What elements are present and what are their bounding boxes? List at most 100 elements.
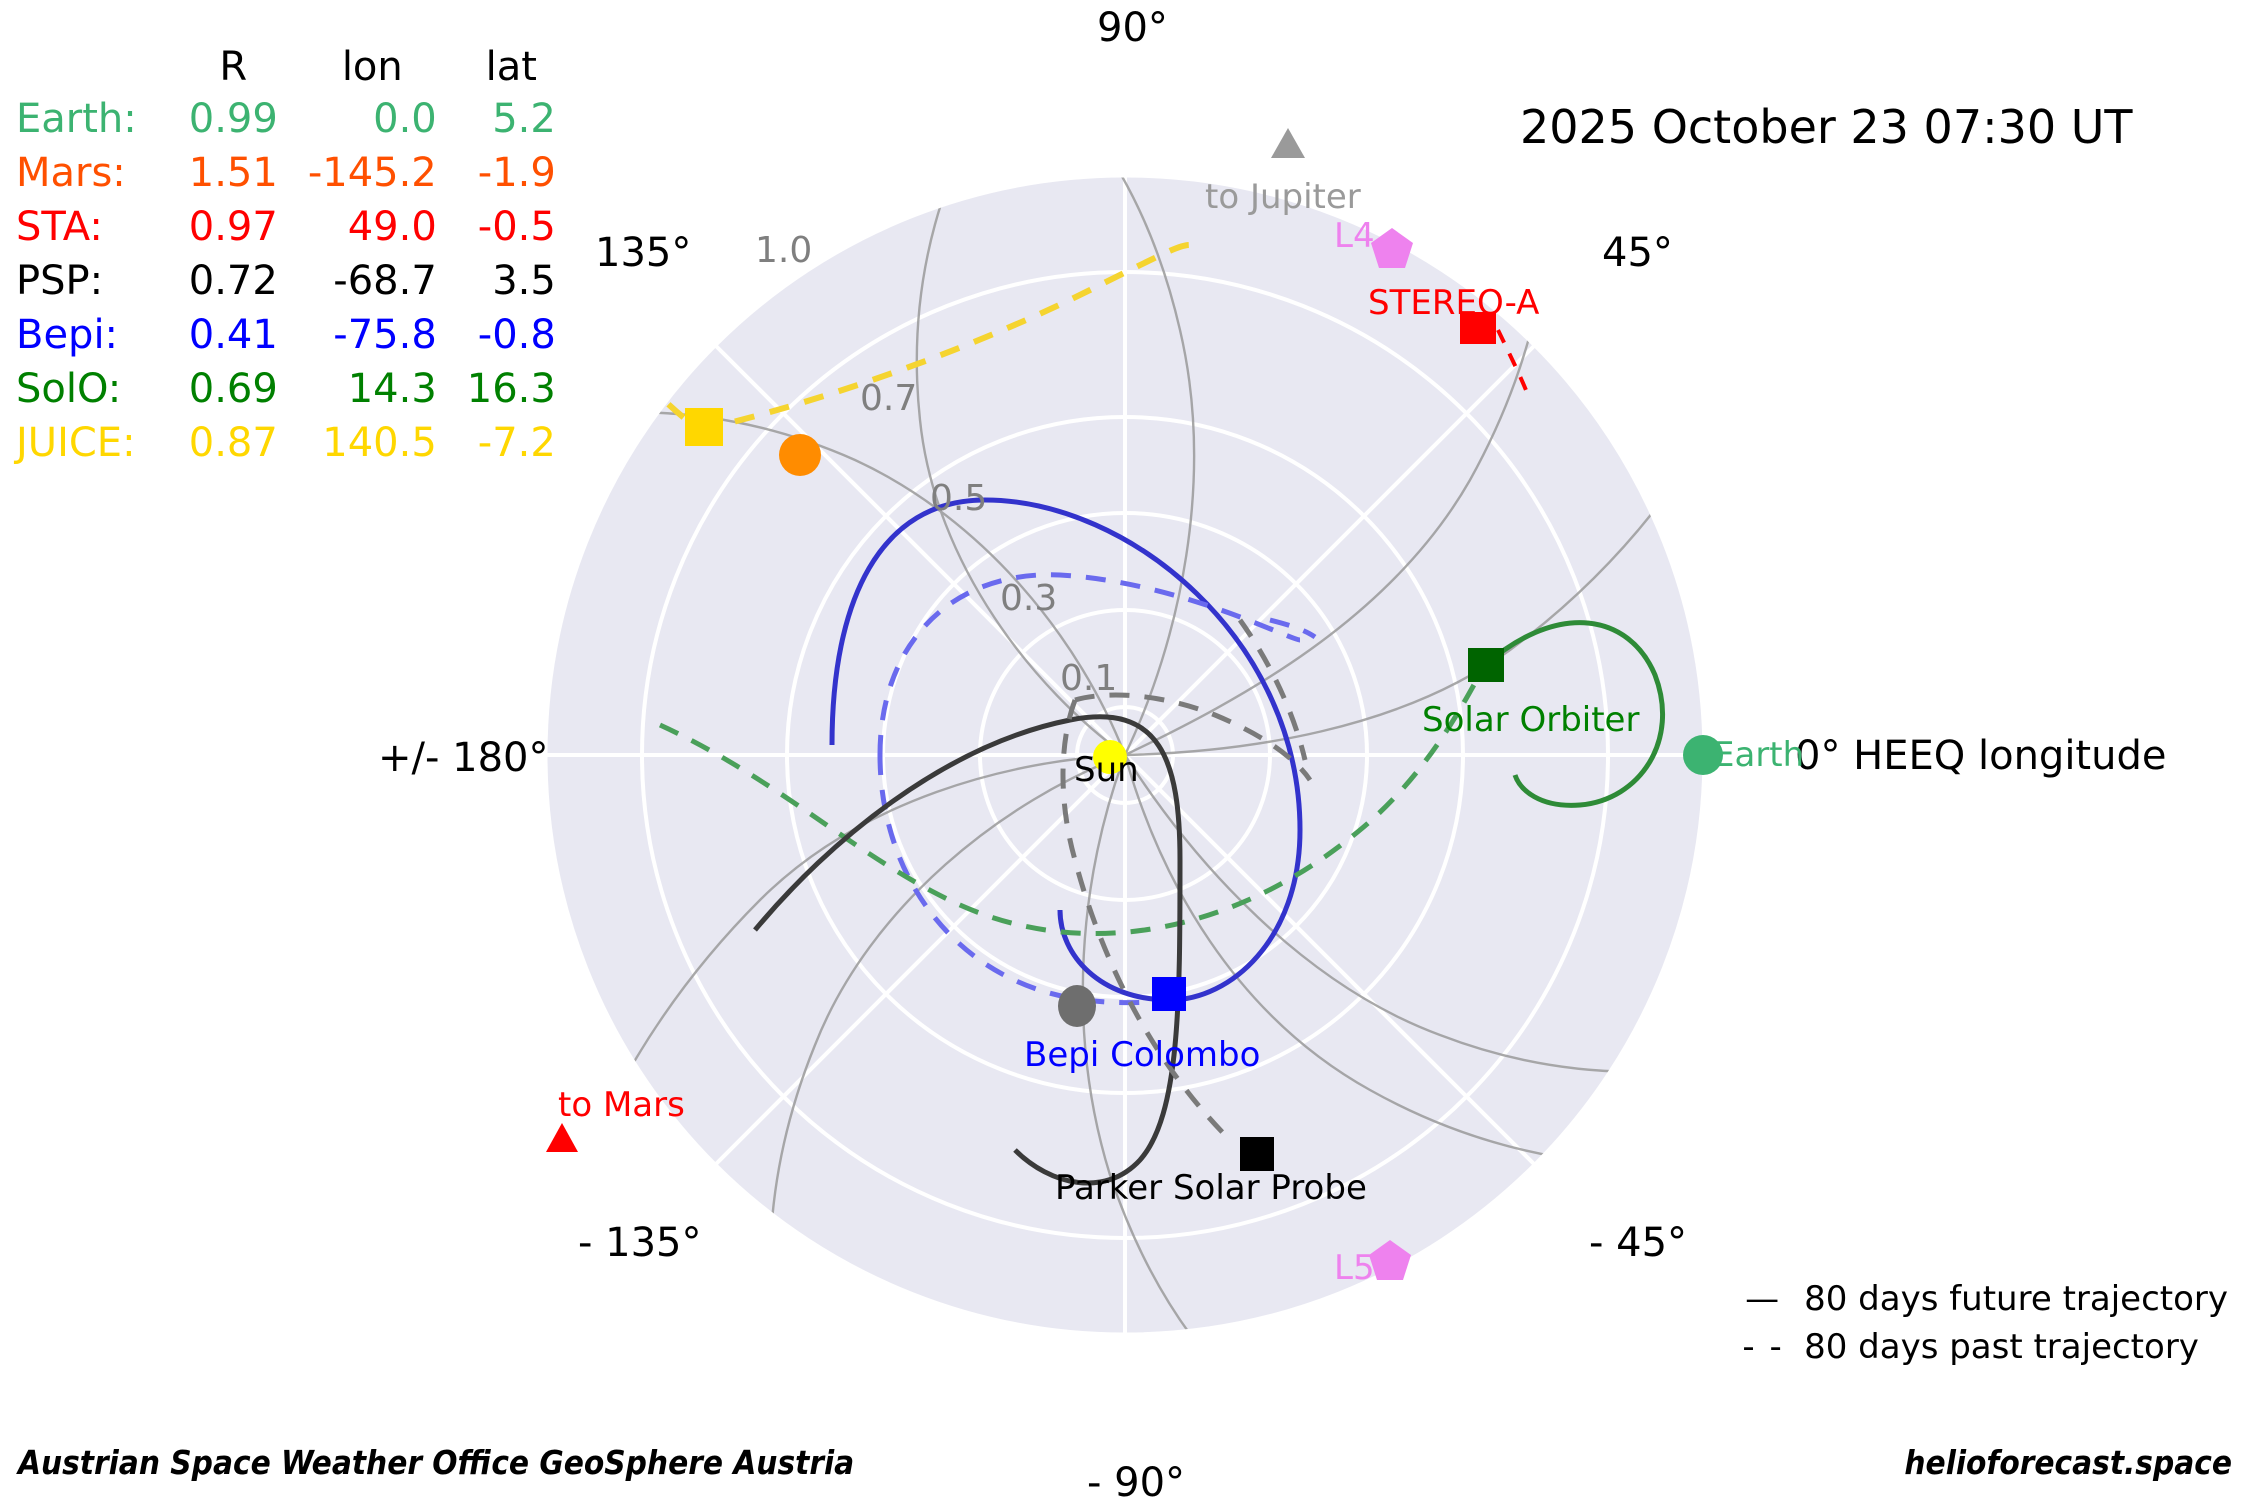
row-r-6: 0.87 bbox=[188, 420, 278, 466]
row-label-3: PSP: bbox=[16, 258, 104, 304]
psp-past-trajectory-2 bbox=[1060, 699, 1232, 1142]
row-lon-5: 14.3 bbox=[347, 366, 437, 412]
solar-orbiter-label: Solar Orbiter bbox=[1422, 700, 1640, 740]
table-row: Bepi: 0.41 -75.8 -0.8 bbox=[16, 308, 556, 362]
row-r-3: 0.72 bbox=[188, 258, 278, 304]
header-lat: lat bbox=[485, 44, 537, 90]
solar-orbiter-future-trajectory bbox=[1483, 620, 1666, 808]
juice-past-trajectory bbox=[699, 242, 1191, 433]
row-lat-4: -0.8 bbox=[477, 312, 556, 358]
row-r-1: 1.51 bbox=[188, 150, 278, 196]
earth-label: Earth bbox=[1713, 735, 1805, 775]
sun-label: Sun bbox=[1074, 750, 1139, 790]
table-row: Earth: 0.99 0.0 5.2 bbox=[16, 92, 556, 146]
position-table-grid: R lon lat Earth: 0.99 0.0 5.2 Mars: 1.51 -145.… bbox=[16, 44, 556, 470]
stereo-a-label: STEREO-A bbox=[1368, 283, 1540, 323]
psp-marker[interactable] bbox=[1240, 1137, 1274, 1171]
l5-marker[interactable] bbox=[1369, 1240, 1411, 1280]
legend-row-future: — 80 days future trajectory bbox=[1736, 1275, 2228, 1323]
row-r-0: 0.99 bbox=[188, 96, 278, 142]
header-r: R bbox=[219, 44, 248, 90]
angle-label-180: +/- 180° bbox=[378, 735, 549, 781]
bepi-past-trajectory-2 bbox=[1269, 617, 1317, 640]
row-lon-6: 140.5 bbox=[322, 420, 437, 466]
trajectory-group bbox=[565, 184, 1666, 1186]
row-r-5: 0.69 bbox=[188, 366, 278, 412]
l5-label: L5 bbox=[1334, 1248, 1375, 1288]
row-lat-3: 3.5 bbox=[492, 258, 556, 304]
row-label-0: Earth: bbox=[16, 96, 137, 142]
radial-tick-0-1: 0.1 bbox=[1060, 658, 1118, 699]
footer-website: helioforecast.space bbox=[1904, 1443, 2232, 1482]
row-lat-2: -0.5 bbox=[477, 204, 556, 250]
bepi-colombo-label: Bepi Colombo bbox=[1024, 1035, 1261, 1075]
position-table: R lon lat Earth: 0.99 0.0 5.2 Mars: 1.51 -145.… bbox=[16, 44, 556, 470]
to-jupiter-marker-icon bbox=[1271, 128, 1305, 158]
to-jupiter-label: to Jupiter bbox=[1205, 177, 1361, 217]
to-mars-label: to Mars bbox=[558, 1085, 685, 1125]
page-title: 2025 October 23 07:30 UT bbox=[1520, 100, 2133, 154]
sun-marker[interactable] bbox=[1093, 740, 1127, 774]
angle-label-minus-135: - 135° bbox=[578, 1220, 702, 1266]
legend-row-past: - - 80 days past trajectory bbox=[1736, 1323, 2228, 1371]
angle-label-minus-45: - 45° bbox=[1589, 1220, 1688, 1266]
bepi-colombo-marker[interactable] bbox=[1152, 977, 1186, 1011]
l4-marker[interactable] bbox=[1371, 228, 1413, 268]
row-label-4: Bepi: bbox=[16, 312, 119, 358]
angle-label-135: 135° bbox=[595, 230, 692, 276]
header-lon: lon bbox=[341, 44, 403, 90]
table-row: JUICE: 0.87 140.5 -7.2 bbox=[16, 416, 556, 470]
mars-marker[interactable] bbox=[779, 434, 821, 476]
row-lon-2: 49.0 bbox=[347, 204, 437, 250]
bepi-future-trajectory bbox=[829, 497, 1303, 1003]
row-label-6: JUICE: bbox=[16, 420, 136, 466]
earth-marker[interactable] bbox=[1683, 735, 1723, 775]
angular-gridlines bbox=[545, 175, 1705, 1335]
angle-label-45: 45° bbox=[1602, 230, 1673, 276]
table-row: STA: 0.97 49.0 -0.5 bbox=[16, 200, 556, 254]
radial-tick-0-5: 0.5 bbox=[930, 478, 988, 519]
stereo-a-marker[interactable] bbox=[1460, 312, 1496, 344]
table-header-row: R lon lat bbox=[16, 44, 556, 92]
table-row: PSP: 0.72 -68.7 3.5 bbox=[16, 254, 556, 308]
legend-future-label: 80 days future trajectory bbox=[1804, 1279, 2228, 1319]
table-body: Earth: 0.99 0.0 5.2 Mars: 1.51 -145.2 -1.9 STA: 0… bbox=[16, 92, 556, 470]
angle-label-0-heeq: 0° HEEQ longitude bbox=[1795, 733, 2167, 779]
bepi-past-trajectory bbox=[877, 572, 1301, 1006]
row-lat-6: -7.2 bbox=[477, 420, 556, 466]
solid-line-icon: — bbox=[1745, 1279, 1782, 1319]
row-lon-4: -75.8 bbox=[333, 312, 437, 358]
row-lat-5: 16.3 bbox=[466, 366, 556, 412]
angle-label-90: 90° bbox=[1097, 5, 1168, 51]
row-lat-0: 5.2 bbox=[492, 96, 556, 142]
psp-past-trajectory bbox=[1074, 692, 1313, 782]
row-label-1: Mars: bbox=[16, 150, 126, 196]
row-lon-1: -145.2 bbox=[307, 150, 437, 196]
row-lon-0: 0.0 bbox=[373, 96, 437, 142]
row-r-4: 0.41 bbox=[188, 312, 278, 358]
psp-past-trajectory-3 bbox=[1237, 618, 1308, 761]
header-body bbox=[16, 44, 159, 92]
juice-marker[interactable] bbox=[685, 408, 723, 446]
row-r-2: 0.97 bbox=[188, 204, 278, 250]
psp-future-trajectory bbox=[753, 714, 1183, 1186]
legend-past-label: 80 days past trajectory bbox=[1804, 1327, 2199, 1367]
angle-label-minus-90: - 90° bbox=[1087, 1460, 1186, 1506]
solar-orbiter-past-trajectory bbox=[658, 663, 1488, 936]
solar-orbiter-marker[interactable] bbox=[1468, 648, 1504, 682]
to-mars-marker-icon bbox=[546, 1123, 578, 1152]
row-lat-1: -1.9 bbox=[477, 150, 556, 196]
radial-tick-0-7: 0.7 bbox=[860, 378, 918, 419]
row-label-5: SolO: bbox=[16, 366, 122, 412]
mercury-marker[interactable] bbox=[1058, 985, 1096, 1027]
stereo-a-past-trajectory bbox=[1496, 329, 1530, 396]
parker-solar-probe-label: Parker Solar Probe bbox=[1055, 1168, 1367, 1208]
radial-tick-0-3: 0.3 bbox=[1000, 578, 1058, 619]
dashed-line-icon: - - bbox=[1742, 1327, 1784, 1367]
table-row: Mars: 1.51 -145.2 -1.9 bbox=[16, 146, 556, 200]
footer-attribution: Austrian Space Weather Office GeoSphere … bbox=[18, 1443, 855, 1482]
table-row: SolO: 0.69 14.3 16.3 bbox=[16, 362, 556, 416]
juice-future-trajectory bbox=[565, 184, 578, 296]
